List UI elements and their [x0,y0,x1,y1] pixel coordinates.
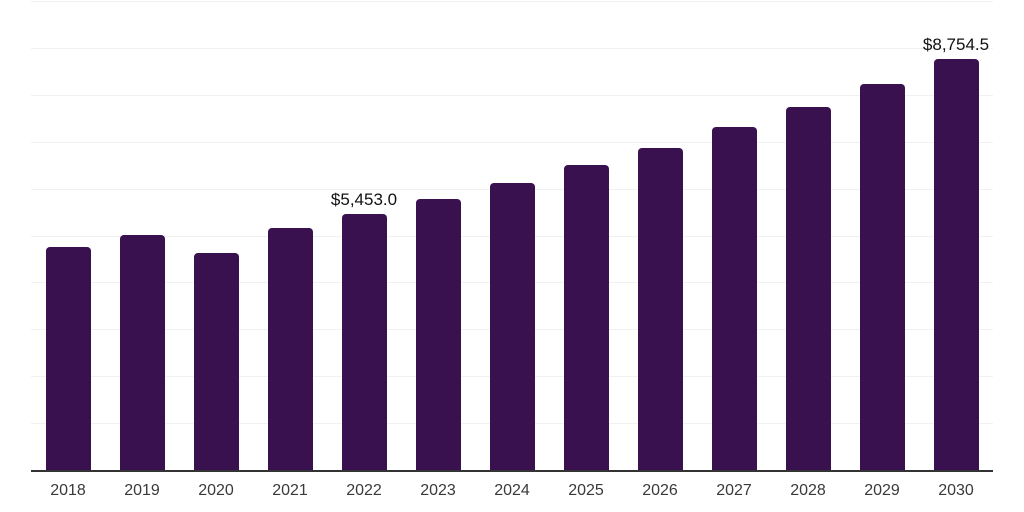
bar-2020 [193,253,239,470]
x-tick-label-2029: 2029 [864,482,900,499]
gridline [31,141,993,143]
x-tick-label-2026: 2026 [642,482,678,499]
bar-2030 [933,59,979,470]
bar-slot-2026 [623,1,697,470]
x-tick-label-2022: 2022 [346,482,382,499]
bar-slot-2021 [253,1,327,470]
x-tick-label-2021: 2021 [272,482,308,499]
bar-2026 [637,148,683,470]
gridline [31,1,993,2]
bar-slot-2029 [845,1,919,470]
x-tick-label-2020: 2020 [198,482,234,499]
bar-2029 [859,84,905,470]
x-tick-label-2030: 2030 [938,482,974,499]
bar-slot-2025 [549,1,623,470]
bar-2022 [341,214,387,470]
bar-slot-2028 [771,1,845,470]
bar-2019 [119,235,165,470]
bar-slot-2024 [475,1,549,470]
x-tick-label-2019: 2019 [124,482,160,499]
bar-slot-2020 [179,1,253,470]
x-tick-label-2025: 2025 [568,482,604,499]
bar-2018 [45,247,91,470]
data-label-2022: $5,453.0 [330,190,398,210]
bar-slot-2027 [697,1,771,470]
x-tick-label-2023: 2023 [420,482,456,499]
data-label-2030: $8,754.5 [922,35,990,55]
bar-2021 [267,228,313,470]
bar-2023 [415,199,461,470]
bar-2024 [489,183,535,470]
x-tick-label-2018: 2018 [50,482,86,499]
bar-slot-2023 [401,1,475,470]
bar-slot-2019 [105,1,179,470]
bar-slot-2030: $8,754.5 [919,1,993,470]
x-tick-label-2024: 2024 [494,482,530,499]
gridline [31,47,993,49]
x-tick-label-2027: 2027 [716,482,752,499]
bar-slot-2022: $5,453.0 [327,1,401,470]
x-axis-labels: 2018 2019 2020 2021 2022 2023 2024 2025 2026 2027… [31,483,993,499]
gridline [31,94,993,96]
bar-2027 [711,127,757,470]
bars-container: $5,453.0 $8,754.5 [31,1,993,470]
bar-slot-2018 [31,1,105,470]
x-axis-line [31,470,993,472]
bar-2028 [785,107,831,470]
plot-area: $5,453.0 $8,754.5 [31,1,993,472]
x-tick-label-2028: 2028 [790,482,826,499]
bar-2025 [563,165,609,470]
